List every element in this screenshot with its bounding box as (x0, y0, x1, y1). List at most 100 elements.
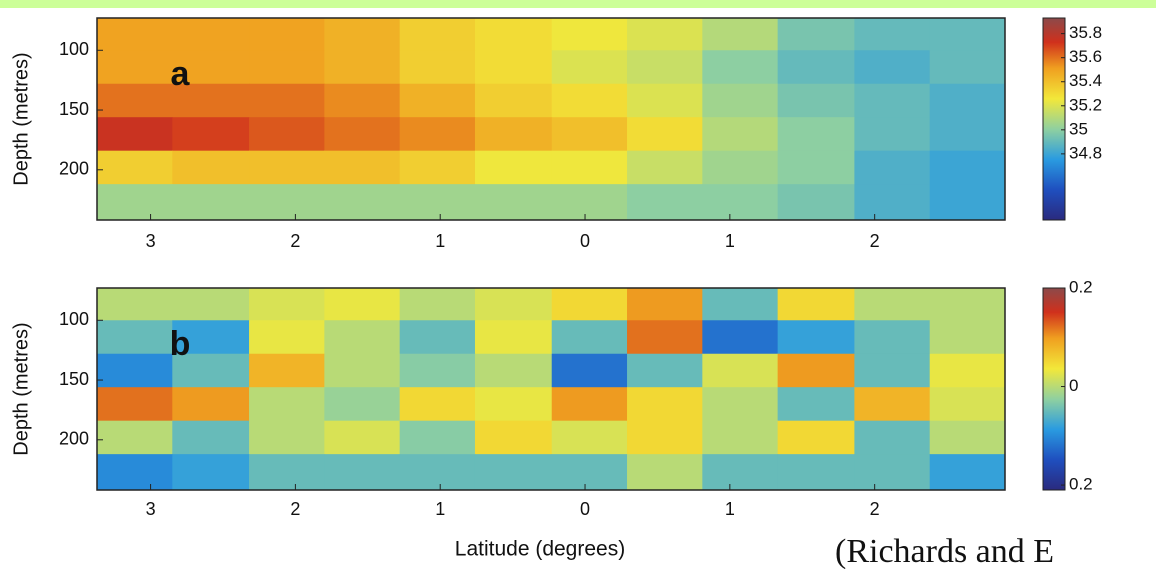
colorbar-label: 35.2 (1069, 95, 1102, 114)
heat-cell (777, 184, 855, 221)
heat-cell (777, 150, 855, 185)
plot-frame (96, 17, 1006, 221)
heat-cell (172, 420, 250, 455)
colorbar-label: 34.8 (1069, 143, 1102, 162)
heat-cell (172, 83, 250, 118)
heat-cell (551, 420, 628, 455)
plot-frame (96, 287, 1006, 491)
colorbar (1042, 287, 1066, 491)
heat-cell (97, 83, 173, 118)
heat-cell (249, 83, 325, 118)
heat-cell (777, 353, 855, 388)
heat-cell (474, 50, 553, 85)
y-tick-label: 100 (59, 309, 89, 329)
heat-cell (399, 454, 476, 491)
heat-cell (172, 320, 250, 355)
heat-cell (854, 454, 931, 491)
heat-cell (627, 18, 703, 51)
heat-cell (854, 117, 931, 152)
heat-cell (551, 353, 628, 388)
heat-cell (929, 50, 1006, 85)
x-tick-label: 2 (870, 499, 880, 519)
heat-cell (474, 288, 553, 321)
heat-cell (172, 288, 250, 321)
heat-cell (929, 420, 1006, 455)
heat-cell (399, 420, 476, 455)
heat-cell (627, 50, 703, 85)
citation: (Richards and E (835, 533, 1054, 569)
heat-cell (854, 50, 931, 85)
heat-cell (249, 288, 325, 321)
heat-cell (854, 18, 931, 51)
heat-cell (249, 184, 325, 221)
heat-cell (627, 184, 703, 221)
heat-cell (97, 117, 173, 152)
heat-cell (399, 353, 476, 388)
heat-cell (324, 387, 401, 422)
heat-cell (777, 320, 855, 355)
heat-cell (324, 117, 401, 152)
heat-cell (172, 150, 250, 185)
heat-cell (551, 150, 628, 185)
heat-cell (172, 454, 250, 491)
x-tick-label: 2 (290, 231, 300, 251)
y-axis-label: Depth (metres) (10, 322, 32, 455)
heat-cell (399, 83, 476, 118)
heat-cell (249, 454, 325, 491)
y-tick-label: 200 (59, 159, 89, 179)
heat-cell (854, 83, 931, 118)
heat-cell (777, 83, 855, 118)
heat-cell (249, 117, 325, 152)
heat-cell (324, 353, 401, 388)
heat-cell (627, 454, 703, 491)
heat-cell (399, 117, 476, 152)
heat-cell (929, 353, 1006, 388)
colorbar-label: 35.8 (1069, 23, 1102, 42)
x-tick-label: 1 (435, 231, 445, 251)
heat-cell (854, 150, 931, 185)
heat-cell (702, 420, 779, 455)
y-tick-label: 200 (59, 429, 89, 449)
x-tick-label: 1 (435, 499, 445, 519)
heat-cell (97, 320, 173, 355)
heat-cell (627, 353, 703, 388)
heat-cell (474, 387, 553, 422)
heat-cell (929, 117, 1006, 152)
heat-cell (474, 83, 553, 118)
heat-cell (702, 353, 779, 388)
heat-cell (854, 387, 931, 422)
y-tick-label: 150 (59, 99, 89, 119)
colorbar-label: 35 (1069, 119, 1088, 138)
heat-cell (399, 150, 476, 185)
heat-cell (324, 454, 401, 491)
heat-cell (474, 353, 553, 388)
heat-cell (627, 387, 703, 422)
heat-cell (324, 420, 401, 455)
heat-cell (929, 83, 1006, 118)
heat-cell (551, 387, 628, 422)
heat-cell (854, 420, 931, 455)
heat-cell (929, 320, 1006, 355)
heat-cell (854, 288, 931, 321)
heat-cell (777, 50, 855, 85)
heat-cell (854, 320, 931, 355)
heat-cell (97, 420, 173, 455)
heat-cell (97, 50, 173, 85)
y-tick-label: 100 (59, 39, 89, 59)
heat-cell (854, 353, 931, 388)
heat-cell (249, 387, 325, 422)
heat-cell (324, 18, 401, 51)
heat-cell (551, 320, 628, 355)
x-tick-label: 3 (146, 499, 156, 519)
heat-cell (551, 18, 628, 51)
heat-cell (474, 18, 553, 51)
heat-cell (399, 387, 476, 422)
x-axis-label: Latitude (degrees) (455, 538, 625, 561)
heat-cell (929, 454, 1006, 491)
heat-cell (929, 387, 1006, 422)
heat-cell (474, 320, 553, 355)
heat-cell (399, 184, 476, 221)
heat-cell (249, 353, 325, 388)
heat-cell (324, 150, 401, 185)
